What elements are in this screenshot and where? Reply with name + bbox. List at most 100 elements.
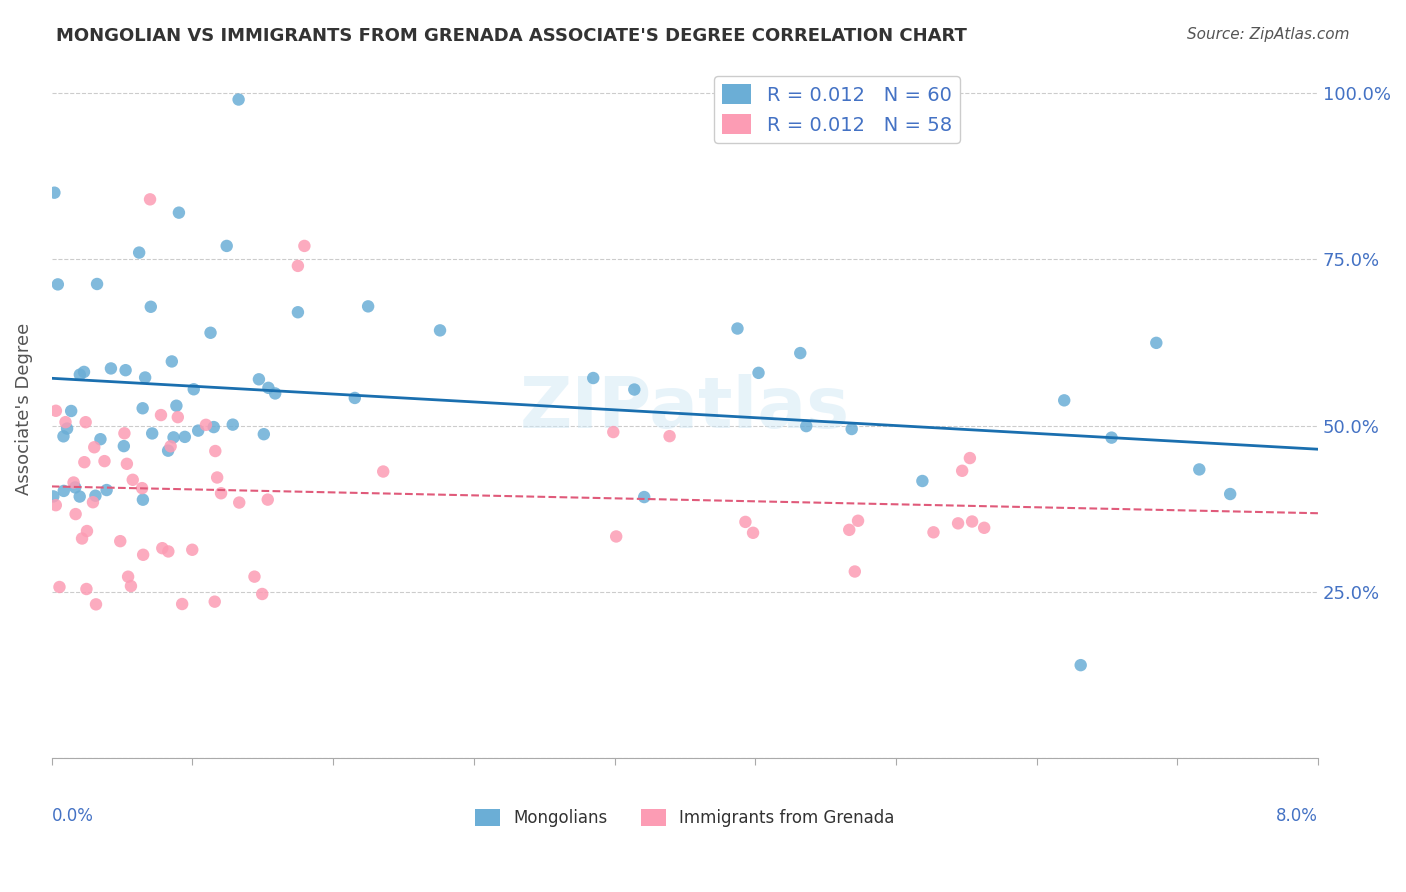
Immigrants from Grenada (734, 515, 756, 529)
Mongolians (228, 93, 250, 107)
Text: 0.0%: 0.0% (52, 807, 94, 825)
Mongolians (46, 277, 69, 292)
Mongolians (167, 205, 190, 219)
Mongolians (1219, 487, 1241, 501)
Immigrants from Grenada (973, 521, 995, 535)
Mongolians (582, 371, 605, 385)
Mongolians (89, 432, 111, 446)
Mongolians (215, 239, 238, 253)
Y-axis label: Associate's Degree: Associate's Degree (15, 323, 32, 495)
Immigrants from Grenada (121, 473, 143, 487)
Mongolians (794, 419, 817, 434)
Immigrants from Grenada (75, 582, 97, 596)
Mongolians (287, 305, 309, 319)
Mongolians (257, 381, 280, 395)
Mongolians (1101, 431, 1123, 445)
Immigrants from Grenada (75, 415, 97, 429)
Immigrants from Grenada (132, 548, 155, 562)
Text: ZIPatlas: ZIPatlas (520, 375, 851, 443)
Mongolians (84, 489, 107, 503)
Immigrants from Grenada (120, 579, 142, 593)
Mongolians (1053, 393, 1076, 408)
Immigrants from Grenada (922, 525, 945, 540)
Mongolians (44, 186, 66, 200)
Text: MONGOLIAN VS IMMIGRANTS FROM GRENADA ASSOCIATE'S DEGREE CORRELATION CHART: MONGOLIAN VS IMMIGRANTS FROM GRENADA ASS… (56, 27, 967, 45)
Mongolians (160, 354, 183, 368)
Immigrants from Grenada (209, 486, 232, 500)
Immigrants from Grenada (960, 515, 983, 529)
Mongolians (73, 365, 96, 379)
Immigrants from Grenada (115, 457, 138, 471)
Immigrants from Grenada (959, 451, 981, 466)
Mongolians (131, 401, 153, 416)
Mongolians (264, 386, 287, 401)
Mongolians (69, 490, 91, 504)
Mongolians (100, 361, 122, 376)
Mongolians (200, 326, 222, 340)
Immigrants from Grenada (55, 415, 77, 429)
Immigrants from Grenada (84, 598, 107, 612)
Mongolians (247, 372, 270, 386)
Mongolians (157, 443, 180, 458)
Immigrants from Grenada (950, 464, 973, 478)
Immigrants from Grenada (602, 425, 624, 439)
Immigrants from Grenada (838, 523, 860, 537)
Mongolians (633, 490, 655, 504)
Mongolians (139, 300, 162, 314)
Immigrants from Grenada (605, 529, 627, 543)
Immigrants from Grenada (181, 542, 204, 557)
Immigrants from Grenada (204, 595, 226, 609)
Immigrants from Grenada (45, 498, 67, 512)
Mongolians (1188, 462, 1211, 476)
Immigrants from Grenada (846, 514, 869, 528)
Mongolians (63, 480, 86, 494)
Mongolians (52, 429, 75, 443)
Mongolians (96, 483, 118, 497)
Mongolians (253, 427, 276, 442)
Mongolians (747, 366, 769, 380)
Immigrants from Grenada (292, 239, 315, 253)
Immigrants from Grenada (172, 597, 194, 611)
Mongolians (52, 483, 75, 498)
Mongolians (86, 277, 108, 291)
Immigrants from Grenada (228, 495, 250, 509)
Immigrants from Grenada (83, 440, 105, 454)
Mongolians (429, 323, 451, 337)
Immigrants from Grenada (82, 495, 104, 509)
Immigrants from Grenada (73, 455, 96, 469)
Immigrants from Grenada (112, 426, 135, 441)
Text: 8.0%: 8.0% (1277, 807, 1319, 825)
Mongolians (222, 417, 245, 432)
Mongolians (42, 490, 65, 504)
Mongolians (162, 430, 184, 444)
Mongolians (134, 370, 156, 384)
Immigrants from Grenada (117, 570, 139, 584)
Immigrants from Grenada (243, 569, 266, 583)
Mongolians (1144, 335, 1167, 350)
Immigrants from Grenada (256, 492, 278, 507)
Immigrants from Grenada (149, 408, 172, 422)
Mongolians (141, 426, 163, 441)
Mongolians (623, 383, 645, 397)
Mongolians (112, 439, 135, 453)
Immigrants from Grenada (131, 481, 153, 495)
Mongolians (56, 421, 79, 435)
Immigrants from Grenada (110, 534, 132, 549)
Legend: Mongolians, Immigrants from Grenada: Mongolians, Immigrants from Grenada (468, 802, 901, 834)
Immigrants from Grenada (287, 259, 309, 273)
Text: Source: ZipAtlas.com: Source: ZipAtlas.com (1187, 27, 1350, 42)
Immigrants from Grenada (373, 465, 395, 479)
Mongolians (128, 245, 150, 260)
Mongolians (187, 424, 209, 438)
Immigrants from Grenada (194, 417, 217, 432)
Immigrants from Grenada (946, 516, 969, 531)
Immigrants from Grenada (48, 580, 70, 594)
Immigrants from Grenada (658, 429, 681, 443)
Immigrants from Grenada (76, 524, 98, 538)
Mongolians (1070, 658, 1092, 673)
Mongolians (343, 391, 366, 405)
Mongolians (173, 430, 195, 444)
Mongolians (911, 474, 934, 488)
Immigrants from Grenada (166, 410, 188, 425)
Immigrants from Grenada (62, 475, 84, 490)
